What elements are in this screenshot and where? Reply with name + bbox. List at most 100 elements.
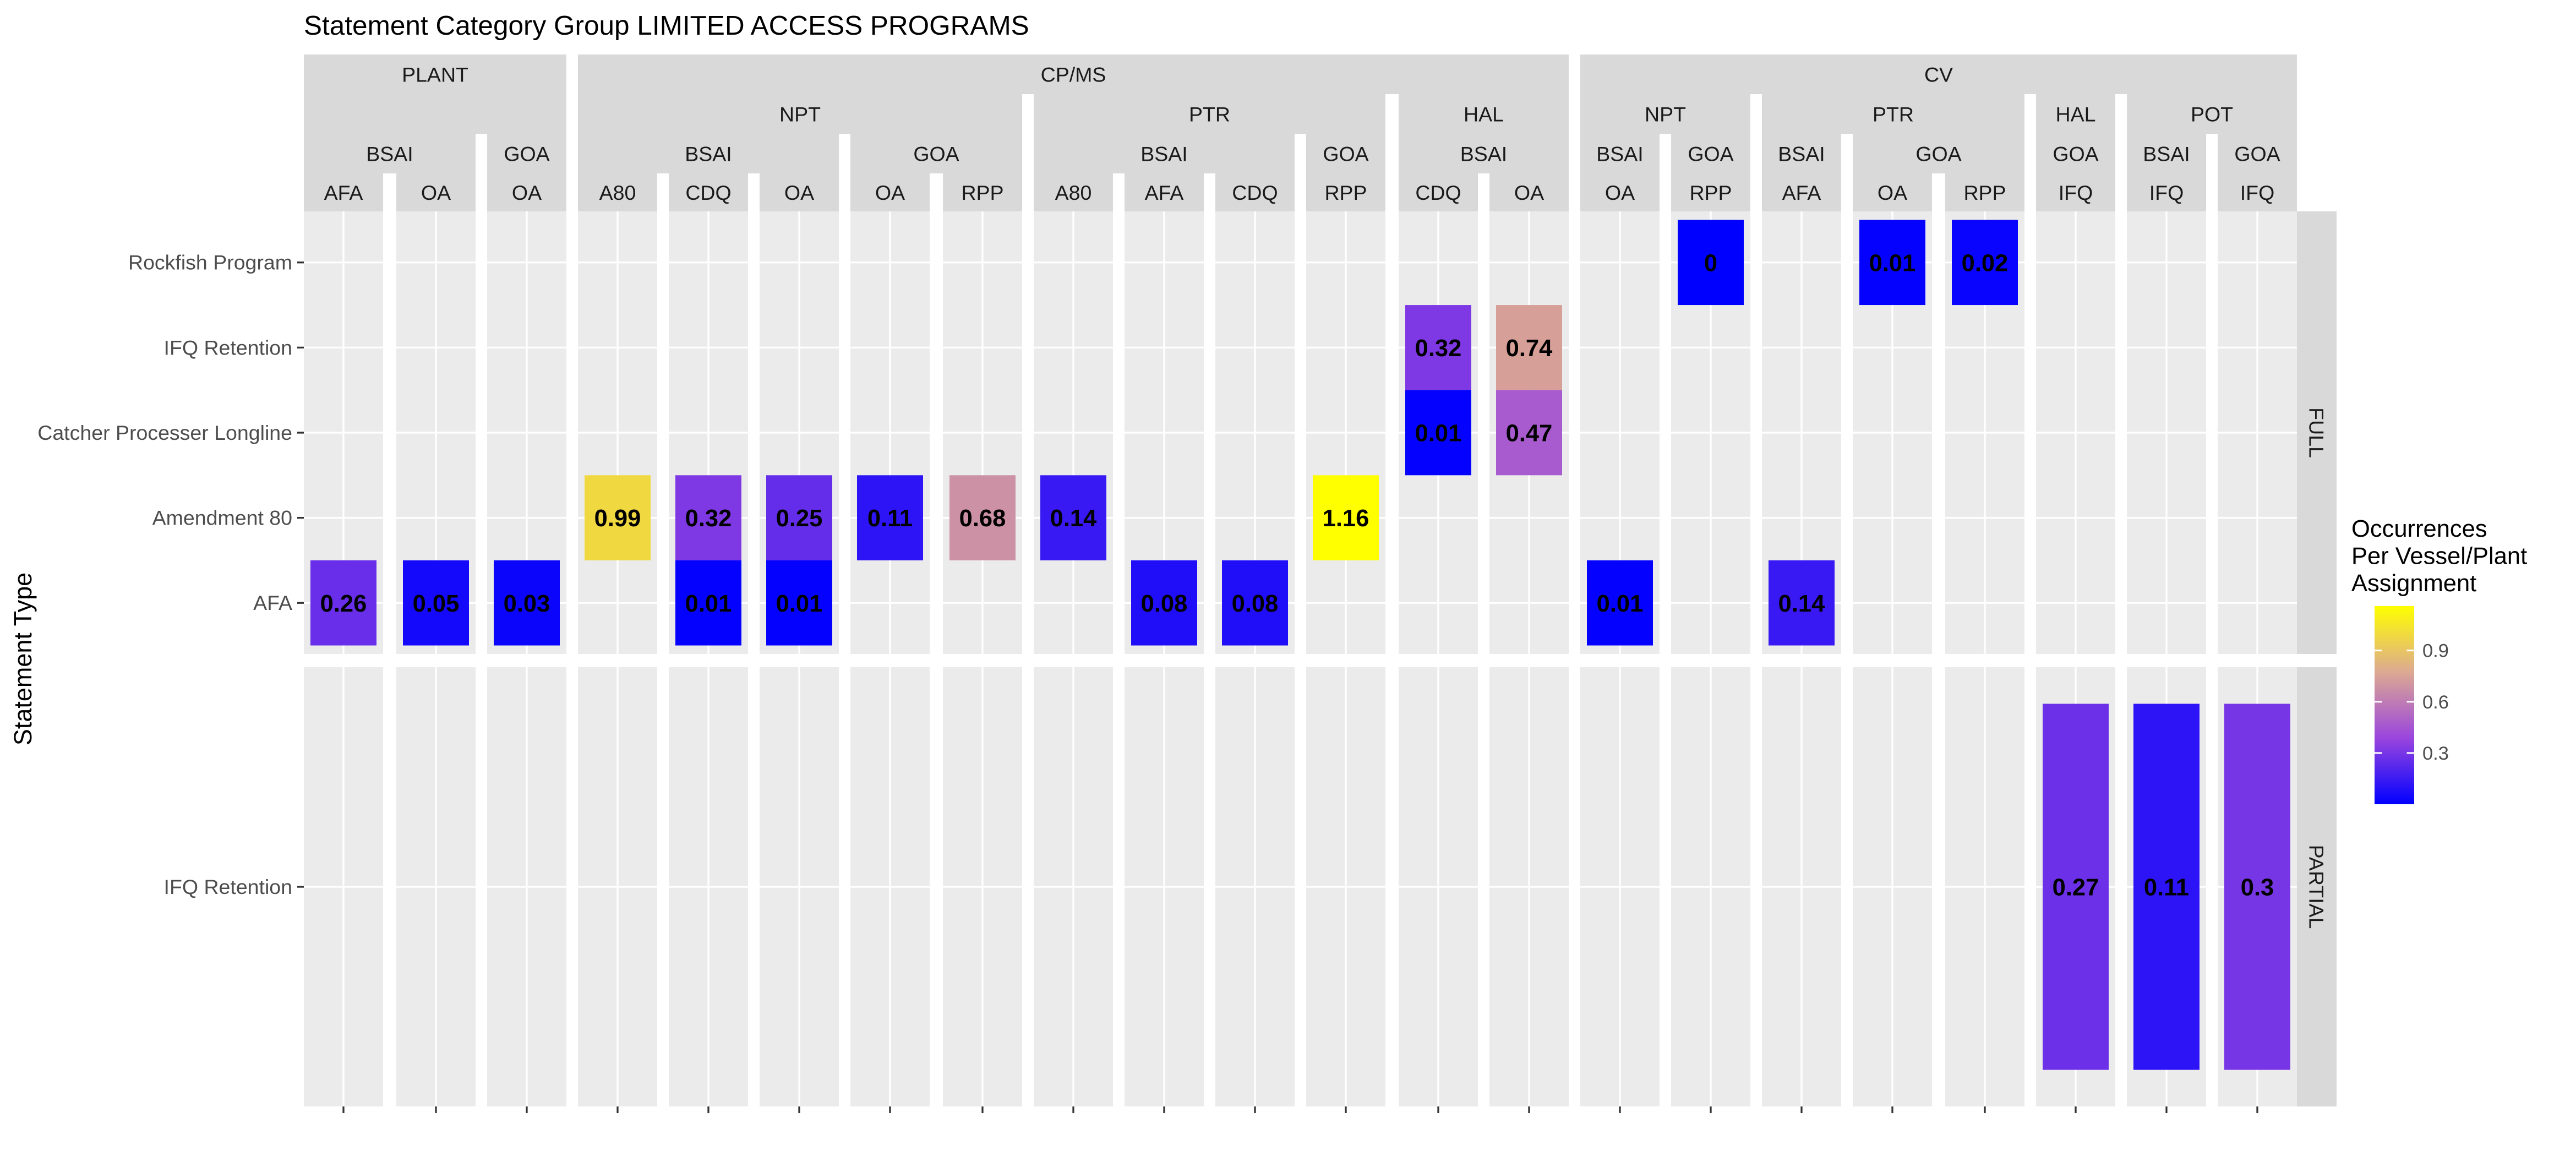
legend-colorbar bbox=[2375, 606, 2414, 804]
column-strip-label: IFQ bbox=[2240, 181, 2275, 204]
row-strip-label: FULL bbox=[2305, 407, 2328, 458]
cell-value-label: 0.27 bbox=[2053, 875, 2099, 901]
cell-value-label: 0.03 bbox=[504, 591, 550, 617]
column-strip bbox=[1580, 173, 1660, 211]
cell-value-label: 0.01 bbox=[1415, 421, 1462, 447]
column-strip bbox=[2127, 134, 2206, 173]
column-strip-label: OA bbox=[1605, 181, 1635, 204]
heatmap-cell bbox=[1222, 560, 1288, 646]
column-strip bbox=[2218, 134, 2297, 173]
legend-title: Assignment bbox=[2351, 570, 2476, 597]
column-strip bbox=[1580, 134, 1660, 173]
y-tick-label: Catcher Processer Longline bbox=[37, 421, 292, 444]
heatmap-cell bbox=[1131, 560, 1197, 646]
column-strip-label: CP/MS bbox=[1041, 63, 1106, 86]
column-strip bbox=[1399, 173, 1478, 211]
chart-title: Statement Category Group LIMITED ACCESS … bbox=[304, 10, 1029, 41]
column-strip-label: GOA bbox=[2234, 143, 2280, 166]
cell-value-label: 0.68 bbox=[959, 505, 1006, 532]
column-strip-label: PTR bbox=[1873, 103, 1914, 126]
heatmap-cell bbox=[310, 560, 376, 646]
cell-value-label: 0.11 bbox=[2144, 875, 2189, 901]
column-strip-label: A80 bbox=[1055, 181, 1092, 204]
column-strip-label: CDQ bbox=[1415, 181, 1461, 204]
heatmap-cell bbox=[2043, 704, 2109, 1070]
column-strip-label: BSAI bbox=[1460, 143, 1507, 166]
column-strip bbox=[578, 54, 1569, 94]
column-strip-label: OA bbox=[421, 181, 451, 204]
column-strip bbox=[1306, 173, 1385, 211]
column-strip bbox=[1580, 94, 1750, 134]
column-strip bbox=[304, 54, 566, 94]
column-strip bbox=[1489, 173, 1569, 211]
column-strip-label: PLANT bbox=[402, 63, 468, 86]
heatmap-cell bbox=[1496, 390, 1562, 476]
column-strip bbox=[2036, 134, 2115, 173]
column-strip bbox=[1671, 134, 1750, 173]
column-strip bbox=[578, 94, 1022, 134]
column-strip-label: RPP bbox=[961, 181, 1003, 204]
column-strip-label: NPT bbox=[1645, 103, 1686, 126]
row-strip bbox=[2297, 667, 2337, 1106]
column-strip-label: BSAI bbox=[2143, 143, 2190, 166]
heatmap-cell bbox=[1313, 475, 1379, 560]
column-strip-label: PTR bbox=[1189, 103, 1230, 126]
heatmap-cell bbox=[766, 560, 832, 646]
column-strip-label: NPT bbox=[779, 103, 821, 126]
cell-value-label: 0.08 bbox=[1141, 591, 1188, 617]
heatmap-cell bbox=[1769, 560, 1835, 646]
heatmap-cell bbox=[766, 475, 832, 560]
heatmap-cell bbox=[494, 560, 560, 646]
heatmap-cell bbox=[2224, 704, 2290, 1070]
cell-value-label: 0 bbox=[1704, 250, 1717, 276]
column-strip bbox=[669, 173, 748, 211]
heatmap-cell bbox=[585, 475, 651, 560]
column-strip-label: BSAI bbox=[366, 143, 413, 166]
column-strip bbox=[578, 134, 839, 173]
column-strip-label: BSAI bbox=[1140, 143, 1187, 166]
column-strip bbox=[2127, 173, 2206, 211]
column-strip-label: GOA bbox=[913, 143, 959, 166]
column-strip bbox=[1034, 94, 1385, 134]
column-strip bbox=[1399, 94, 1569, 134]
column-strip-label: GOA bbox=[2053, 143, 2098, 166]
column-strip-label: CDQ bbox=[685, 181, 731, 204]
column-strip-label: HAL bbox=[1464, 103, 1504, 126]
column-strip bbox=[760, 173, 839, 211]
cell-value-label: 0.74 bbox=[1506, 335, 1553, 362]
column-strip bbox=[304, 94, 566, 134]
column-strip-label: RPP bbox=[1324, 181, 1367, 204]
legend-title: Occurrences bbox=[2351, 516, 2487, 542]
cell-value-label: 0.32 bbox=[1415, 335, 1462, 362]
heatmap-cell bbox=[675, 560, 741, 646]
column-strip-label: POT bbox=[2191, 103, 2233, 126]
column-strip-label: RPP bbox=[1689, 181, 1732, 204]
column-strip bbox=[487, 134, 566, 173]
column-strip bbox=[1853, 173, 1932, 211]
heatmap-cells: 0.26 0.05 0.03 0.99 0.32 0.01 0.25 0.01 0.11 0.68… bbox=[310, 220, 2290, 1070]
column-strip bbox=[1125, 173, 1204, 211]
column-strip-label: BSAI bbox=[685, 143, 732, 166]
heatmap-cell bbox=[1405, 305, 1471, 390]
column-strip bbox=[2127, 94, 2297, 134]
heatmap-cell bbox=[857, 475, 923, 560]
cell-value-label: 0.26 bbox=[320, 591, 367, 617]
column-strip-label: IFQ bbox=[2149, 181, 2184, 204]
column-strip-label: BSAI bbox=[1778, 143, 1825, 166]
column-strip-label: GOA bbox=[1688, 143, 1733, 166]
column-strip-label: OA bbox=[512, 181, 542, 204]
legend-tick-label: 0.3 bbox=[2422, 743, 2449, 764]
column-strip-label: HAL bbox=[2056, 103, 2096, 126]
column-strip bbox=[304, 173, 383, 211]
y-tick-label: Amendment 80 bbox=[152, 506, 292, 530]
row-strip bbox=[2297, 211, 2337, 654]
column-strip-label: AFA bbox=[1145, 181, 1184, 204]
heatmap-cell bbox=[403, 560, 469, 646]
y-tick-label: AFA bbox=[253, 591, 292, 614]
column-strip-label: OA bbox=[784, 181, 814, 204]
column-strip bbox=[1306, 134, 1385, 173]
column-strip-label: CDQ bbox=[1232, 181, 1278, 204]
y-tick-label: IFQ Retention bbox=[164, 875, 292, 898]
y-axis: AFA Amendment 80 Catcher Processer Longlin… bbox=[37, 251, 304, 898]
